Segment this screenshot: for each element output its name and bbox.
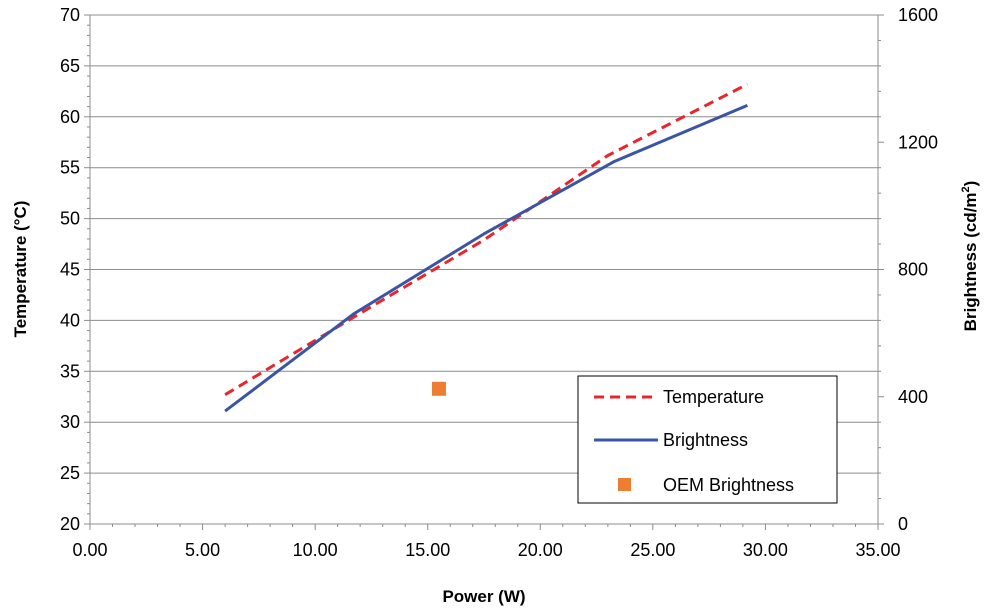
x-tick-label: 30.00: [743, 540, 788, 560]
y-tick-label: 55: [60, 158, 80, 178]
y-tick-label: 45: [60, 260, 80, 280]
y-tick-label: 65: [60, 56, 80, 76]
x-tick-label: 5.00: [185, 540, 220, 560]
axes: [84, 14, 884, 530]
y-tick-label: 30: [60, 412, 80, 432]
temperature-line: [224, 82, 749, 396]
y-tick-label: 40: [60, 310, 80, 330]
legend-oem-brightness-label: OEM Brightness: [663, 475, 794, 495]
y2-tick-label: 1200: [898, 132, 938, 152]
y-tick-label: 60: [60, 107, 80, 127]
y2-axis-title: Brightness (cd/m2): [960, 181, 980, 332]
y2-axis-title-sup: 2: [960, 186, 972, 192]
legend-brightness-label: Brightness: [663, 430, 748, 450]
y-tick-label: 35: [60, 361, 80, 381]
x-tick-label: 25.00: [630, 540, 675, 560]
y2-tick-label: 400: [898, 387, 928, 407]
x-tick-label: 35.00: [855, 540, 900, 560]
y-tick-label: 50: [60, 209, 80, 229]
y2-axis-title-close: ): [961, 181, 980, 187]
y2-axis-title-main: Brightness (cd/m: [961, 192, 980, 331]
gridlines: [90, 65, 878, 474]
x-tick-label: 10.00: [293, 540, 338, 560]
tick-labels: 20 25 30 35 40 45 50 55 60 65 70 0.00 5.00 10.00 15.00…: [60, 5, 938, 560]
y2-tick-label: 1600: [898, 5, 938, 25]
y-axis-title: Temperature (°C): [11, 201, 30, 338]
x-tick-label: 15.00: [405, 540, 450, 560]
y2-tick-label: 0: [898, 514, 908, 534]
y-tick-label: 20: [60, 514, 80, 534]
legend-temperature-label: Temperature: [663, 387, 764, 407]
x-tick-label: 20.00: [518, 540, 563, 560]
brightness-line: [224, 103, 748, 413]
x-axis-title: Power (W): [442, 587, 525, 606]
legend-oem-brightness-marker: [618, 478, 631, 491]
y-tick-label: 25: [60, 463, 80, 483]
series-group: [224, 82, 749, 413]
y-tick-label: 70: [60, 5, 80, 25]
legend: Temperature Brightness OEM Brightness: [577, 375, 838, 504]
x-tick-label: 0.00: [72, 540, 107, 560]
oem-brightness-point: [431, 381, 446, 396]
y2-tick-label: 800: [898, 260, 928, 280]
